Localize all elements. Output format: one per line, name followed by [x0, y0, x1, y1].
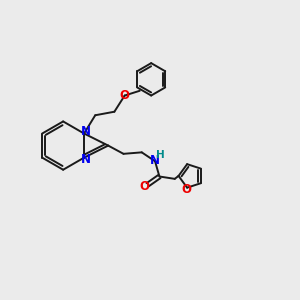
Text: N: N: [80, 125, 91, 138]
Text: O: O: [140, 180, 150, 193]
Text: O: O: [120, 89, 130, 102]
Text: N: N: [80, 153, 91, 166]
Text: H: H: [156, 150, 165, 160]
Text: N: N: [149, 154, 159, 166]
Text: O: O: [181, 183, 191, 196]
